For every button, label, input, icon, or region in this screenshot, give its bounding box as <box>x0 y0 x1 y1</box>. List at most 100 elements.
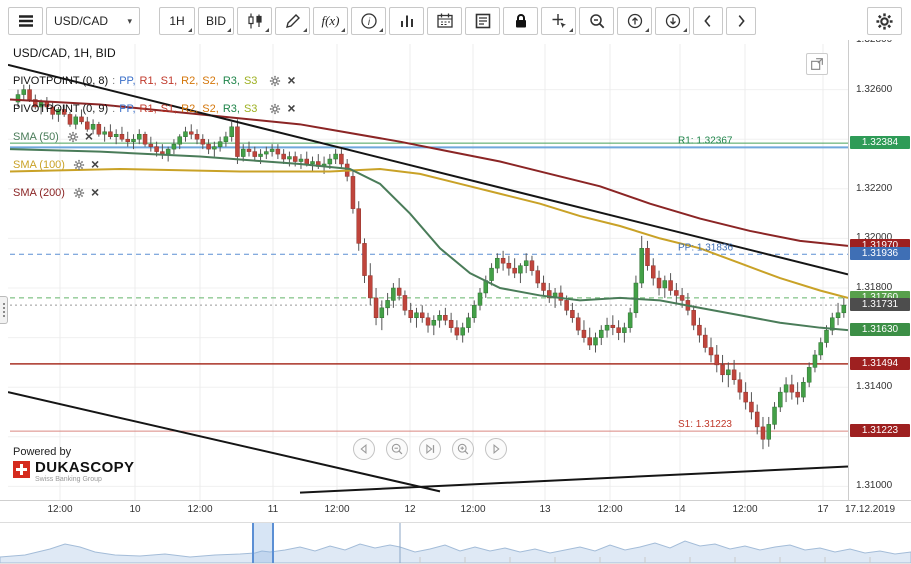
load-newer-data-button[interactable] <box>655 7 690 35</box>
history-navigator[interactable] <box>0 522 911 564</box>
time-axis-label: 12:00 <box>187 504 213 515</box>
svg-text:i: i <box>367 17 370 28</box>
indicator-remove-icon[interactable]: × <box>84 128 94 144</box>
circle-arrow-up-icon <box>627 13 642 29</box>
indicator-remove-icon[interactable]: × <box>90 184 100 200</box>
scroll-left-button[interactable] <box>693 7 723 35</box>
indicator-remove-icon[interactable]: × <box>90 156 100 172</box>
time-axis-label: 12:00 <box>597 504 623 515</box>
menu-button[interactable] <box>8 7 43 35</box>
pan-right-button[interactable] <box>485 438 507 460</box>
go-to-end-button[interactable] <box>419 438 441 460</box>
legend-separator: : <box>112 102 116 115</box>
zoom-out-small-button[interactable] <box>386 438 408 460</box>
calendar-button[interactable] <box>427 7 462 35</box>
indicator-settings-icon[interactable] <box>269 75 281 87</box>
indicators-button[interactable]: f(x) <box>313 7 348 35</box>
cursor-tool-button[interactable] <box>541 7 576 35</box>
zoom-out-button[interactable] <box>579 7 614 35</box>
draw-tools-button[interactable] <box>275 7 310 35</box>
indicator-name: SMA (200) <box>13 186 65 199</box>
legend-row: PIVOTPOINT (0, 9): PP, R1, S1, R2, S2, R3, S3 × <box>13 100 296 116</box>
pivot-level-label: R1, <box>139 102 157 115</box>
symbol-select[interactable]: USD/CAD ▾ <box>46 7 140 35</box>
pivot-level-label: S1, <box>160 102 178 115</box>
chart-type-button[interactable] <box>237 7 272 35</box>
legend-row: SMA (200) × <box>13 184 296 200</box>
price-axis-label: 1.31800 <box>856 282 893 293</box>
volume-chart-button[interactable] <box>389 7 424 35</box>
news-button[interactable] <box>465 7 500 35</box>
indicator-settings-icon[interactable] <box>73 159 85 171</box>
settings-button[interactable] <box>867 7 902 35</box>
swiss-flag-icon <box>13 461 30 478</box>
price-badge: 1.31494 <box>850 356 910 370</box>
brand-tagline: Swiss Banking Group <box>35 476 102 483</box>
candlestick-icon <box>247 13 262 29</box>
load-older-data-button[interactable] <box>617 7 652 35</box>
calendar-icon <box>436 13 453 28</box>
scroll-right-button[interactable] <box>726 7 756 35</box>
period-select[interactable]: 1H <box>159 7 195 35</box>
svg-text:PP: 1.31836: PP: 1.31836 <box>678 242 733 253</box>
zoom-out-icon <box>589 14 604 29</box>
toolbar: USD/CAD ▾ 1H BID f(x) i <box>8 6 905 36</box>
crosshair-icon <box>552 14 566 28</box>
price-badge: 1.31731 <box>850 298 910 312</box>
pivot-level-label: R3, <box>222 74 240 87</box>
pan-left-button[interactable] <box>353 438 375 460</box>
powered-by-block: Powered by DUKASCOPY Swiss Banking Group <box>13 446 134 483</box>
grip-dots-icon <box>2 303 5 317</box>
pivot-level-label: PP, <box>119 102 136 115</box>
legend-separator: : <box>112 74 116 87</box>
panel-resize-handle[interactable] <box>0 296 8 324</box>
price-badge: 1.31223 <box>850 424 910 438</box>
navigator-window[interactable] <box>253 523 273 563</box>
time-axis-label: 17 <box>817 504 829 515</box>
price-side-label: BID <box>205 14 226 28</box>
fx-icon: f(x) <box>321 13 340 28</box>
time-axis-label: 11 <box>267 504 279 515</box>
time-axis-label: 12:00 <box>732 504 758 515</box>
price-side-select[interactable]: BID <box>198 7 234 35</box>
skip-to-end-icon <box>426 443 435 455</box>
indicator-name: SMA (50) <box>13 130 59 143</box>
info-icon: i <box>360 13 377 29</box>
price-axis-label: 1.32800 <box>856 40 892 46</box>
gear-icon <box>73 187 85 198</box>
legend-row: SMA (100) × <box>13 156 296 172</box>
gear-icon <box>270 75 281 86</box>
price-axis-label: 1.31400 <box>856 381 893 393</box>
zoom-in-icon <box>457 443 469 455</box>
period-label: 1H <box>169 14 185 28</box>
indicator-name: SMA (100) <box>13 158 65 171</box>
price-axis-label: 1.32000 <box>856 232 893 244</box>
circle-arrow-down-icon <box>665 13 680 29</box>
time-axis-label: 14 <box>674 504 686 515</box>
chart-title: USD/CAD, 1H, BID <box>13 46 116 60</box>
lock-button[interactable] <box>503 7 538 35</box>
navigator-area <box>0 540 911 563</box>
indicator-settings-icon[interactable] <box>73 187 85 199</box>
time-axis-label: 12 <box>404 504 416 515</box>
export-button[interactable] <box>806 53 828 75</box>
info-button[interactable]: i <box>351 7 386 35</box>
indicator-remove-icon[interactable]: × <box>287 100 296 116</box>
legend-row: SMA (50) × <box>13 128 296 144</box>
lock-icon <box>515 14 526 28</box>
menu-icon <box>18 15 33 27</box>
triangle-right-icon <box>493 443 500 455</box>
pivot-level-label: S1, <box>160 74 178 87</box>
legend-row: PIVOTPOINT (0, 8): PP, R1, S1, R2, S2, R3, S3 × <box>13 72 296 88</box>
zoom-in-small-button[interactable] <box>452 438 474 460</box>
indicator-remove-icon[interactable]: × <box>287 72 296 88</box>
indicator-legend: PIVOTPOINT (0, 8): PP, R1, S1, R2, S2, R3, S3 × P… <box>13 72 296 214</box>
pivot-level-label: R1, <box>139 74 157 87</box>
chevron-right-icon <box>738 15 745 27</box>
chart-nav-controls <box>353 438 507 460</box>
indicator-settings-icon[interactable] <box>269 103 281 115</box>
indicator-name: PIVOTPOINT (0, 8) <box>13 74 109 87</box>
indicator-settings-icon[interactable] <box>67 131 79 143</box>
